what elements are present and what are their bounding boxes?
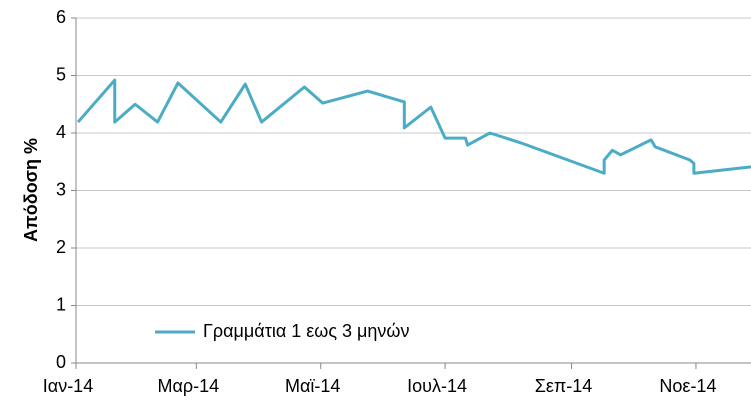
- legend-label: Γραμμάτια 1 εως 3 μηνών: [203, 321, 409, 341]
- x-tick-label: Σεπ-14: [535, 376, 593, 396]
- x-tick-label: Μαϊ-14: [285, 376, 340, 396]
- y-tick-label: 5: [56, 64, 66, 84]
- x-tick-label: Ιαν-14: [43, 376, 93, 396]
- series-line: [76, 78, 751, 175]
- x-tick-label: Μαρ-14: [157, 376, 219, 396]
- y-tick-label: 6: [56, 7, 66, 27]
- y-tick-label: 0: [56, 352, 66, 372]
- y-tick-label: 4: [56, 122, 66, 142]
- x-tick-label: Ιουλ-14: [407, 376, 467, 396]
- y-tick-label: 3: [56, 179, 66, 199]
- y-axis-label: Απόδοση %: [21, 138, 41, 242]
- y-tick-label: 1: [56, 294, 66, 314]
- x-tick-label: Νοε-14: [659, 376, 716, 396]
- y-tick-label: 2: [56, 237, 66, 257]
